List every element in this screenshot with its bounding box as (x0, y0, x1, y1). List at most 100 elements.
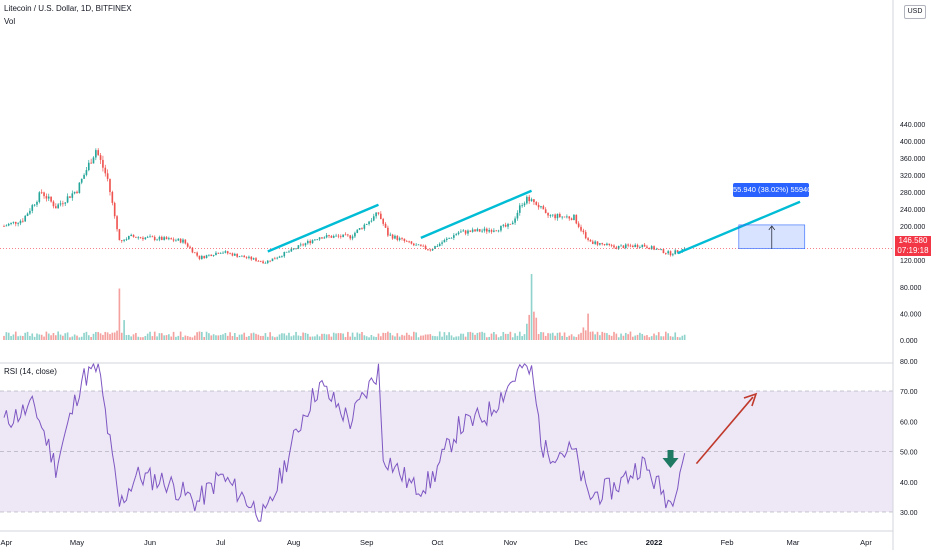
candle-body (215, 252, 217, 256)
candle-body (99, 155, 102, 160)
candle-body (431, 248, 434, 251)
volume-bar (608, 334, 611, 340)
candle-body (26, 213, 29, 216)
volume-bar (375, 336, 377, 340)
candle-body (443, 239, 446, 243)
candle-body (624, 244, 627, 249)
candle-body (45, 196, 48, 199)
volume-bar (271, 336, 274, 340)
volume-bar (22, 335, 24, 340)
volume-bar (387, 331, 389, 340)
volume-bar (59, 334, 62, 340)
volume-bar (316, 334, 319, 340)
volume-bar (509, 331, 512, 340)
candle-body (92, 157, 95, 164)
rsi-line (3, 362, 686, 522)
candle-body (274, 258, 276, 260)
volume-bar (573, 336, 575, 340)
candle-body (438, 243, 441, 247)
candle-body (669, 251, 672, 256)
volume-bar (160, 333, 163, 340)
candle-body (455, 234, 458, 236)
candle-body (594, 241, 596, 244)
volume-bar (657, 332, 660, 340)
rsi-up-arrow-shaft (695, 396, 754, 465)
candle-body (132, 234, 135, 237)
volume-bar (290, 336, 293, 340)
candle-body (309, 240, 311, 244)
candle-body (52, 201, 55, 207)
candle-body (250, 256, 253, 260)
volume-bar (135, 332, 137, 340)
volume-bar (570, 334, 573, 340)
volume-bar (521, 336, 523, 340)
candle-body (394, 235, 396, 239)
volume-bar (241, 334, 243, 340)
volume-bar (412, 331, 415, 340)
volume-bar (632, 336, 634, 340)
volume-bar (490, 333, 493, 340)
volume-bar (551, 332, 554, 340)
volume-bar (102, 334, 104, 340)
volume-bar (264, 333, 267, 340)
price-tick-label: 400.000 (900, 139, 925, 146)
candle-body (481, 230, 483, 232)
volume-bar (620, 333, 622, 340)
candle-body (135, 236, 137, 238)
volume-bar (547, 333, 549, 340)
candle-body (281, 256, 283, 258)
volume-bar (175, 336, 177, 340)
candle-body (436, 246, 439, 247)
candle-body (570, 218, 573, 221)
volume-bar (589, 331, 592, 340)
volume-bar (462, 333, 465, 340)
volume-bar (226, 335, 229, 340)
volume-bar (47, 333, 50, 340)
candle-body (495, 230, 498, 232)
volume-bar (328, 334, 330, 340)
volume-bar (304, 332, 307, 340)
volume-bar (219, 334, 222, 340)
volume-bar (205, 331, 208, 340)
volume-bar (667, 333, 669, 340)
candle-body (488, 230, 490, 232)
candle-body (596, 241, 599, 245)
candle-body (314, 239, 316, 241)
candle-body (660, 249, 662, 250)
volume-bar (69, 337, 71, 340)
volume-bar (43, 336, 45, 340)
candle-body (337, 235, 340, 237)
candle-body (620, 245, 622, 247)
volume-bar (537, 334, 540, 340)
candle-body (259, 260, 262, 262)
candle-body (182, 239, 184, 243)
volume-bar (78, 337, 81, 340)
volume-bar (158, 333, 161, 340)
candle-body (269, 260, 271, 262)
volume-bar (398, 336, 401, 340)
currency-button[interactable]: USD (904, 5, 926, 19)
volume-bar (299, 336, 302, 340)
candle-body (497, 230, 500, 232)
candle-body (111, 192, 114, 203)
time-tick-label: Dec (574, 538, 588, 547)
candle-body (657, 248, 660, 250)
candle-body (551, 214, 554, 216)
candle-body (78, 182, 81, 194)
volume-tick-label: 0.000 (900, 338, 918, 345)
volume-bar (382, 332, 385, 340)
volume-bar (476, 332, 479, 340)
candle-body (231, 253, 234, 256)
volume-bar (368, 337, 370, 340)
candle-body (460, 231, 462, 233)
candle-body (471, 229, 474, 232)
candle-body (347, 234, 349, 236)
volume-bar (641, 333, 644, 340)
candle-body (523, 203, 526, 206)
candle-body (10, 222, 12, 224)
volume-bar (610, 335, 613, 340)
volume-bar (599, 335, 601, 340)
volume-bar (57, 331, 59, 340)
volume-bar (321, 333, 323, 340)
